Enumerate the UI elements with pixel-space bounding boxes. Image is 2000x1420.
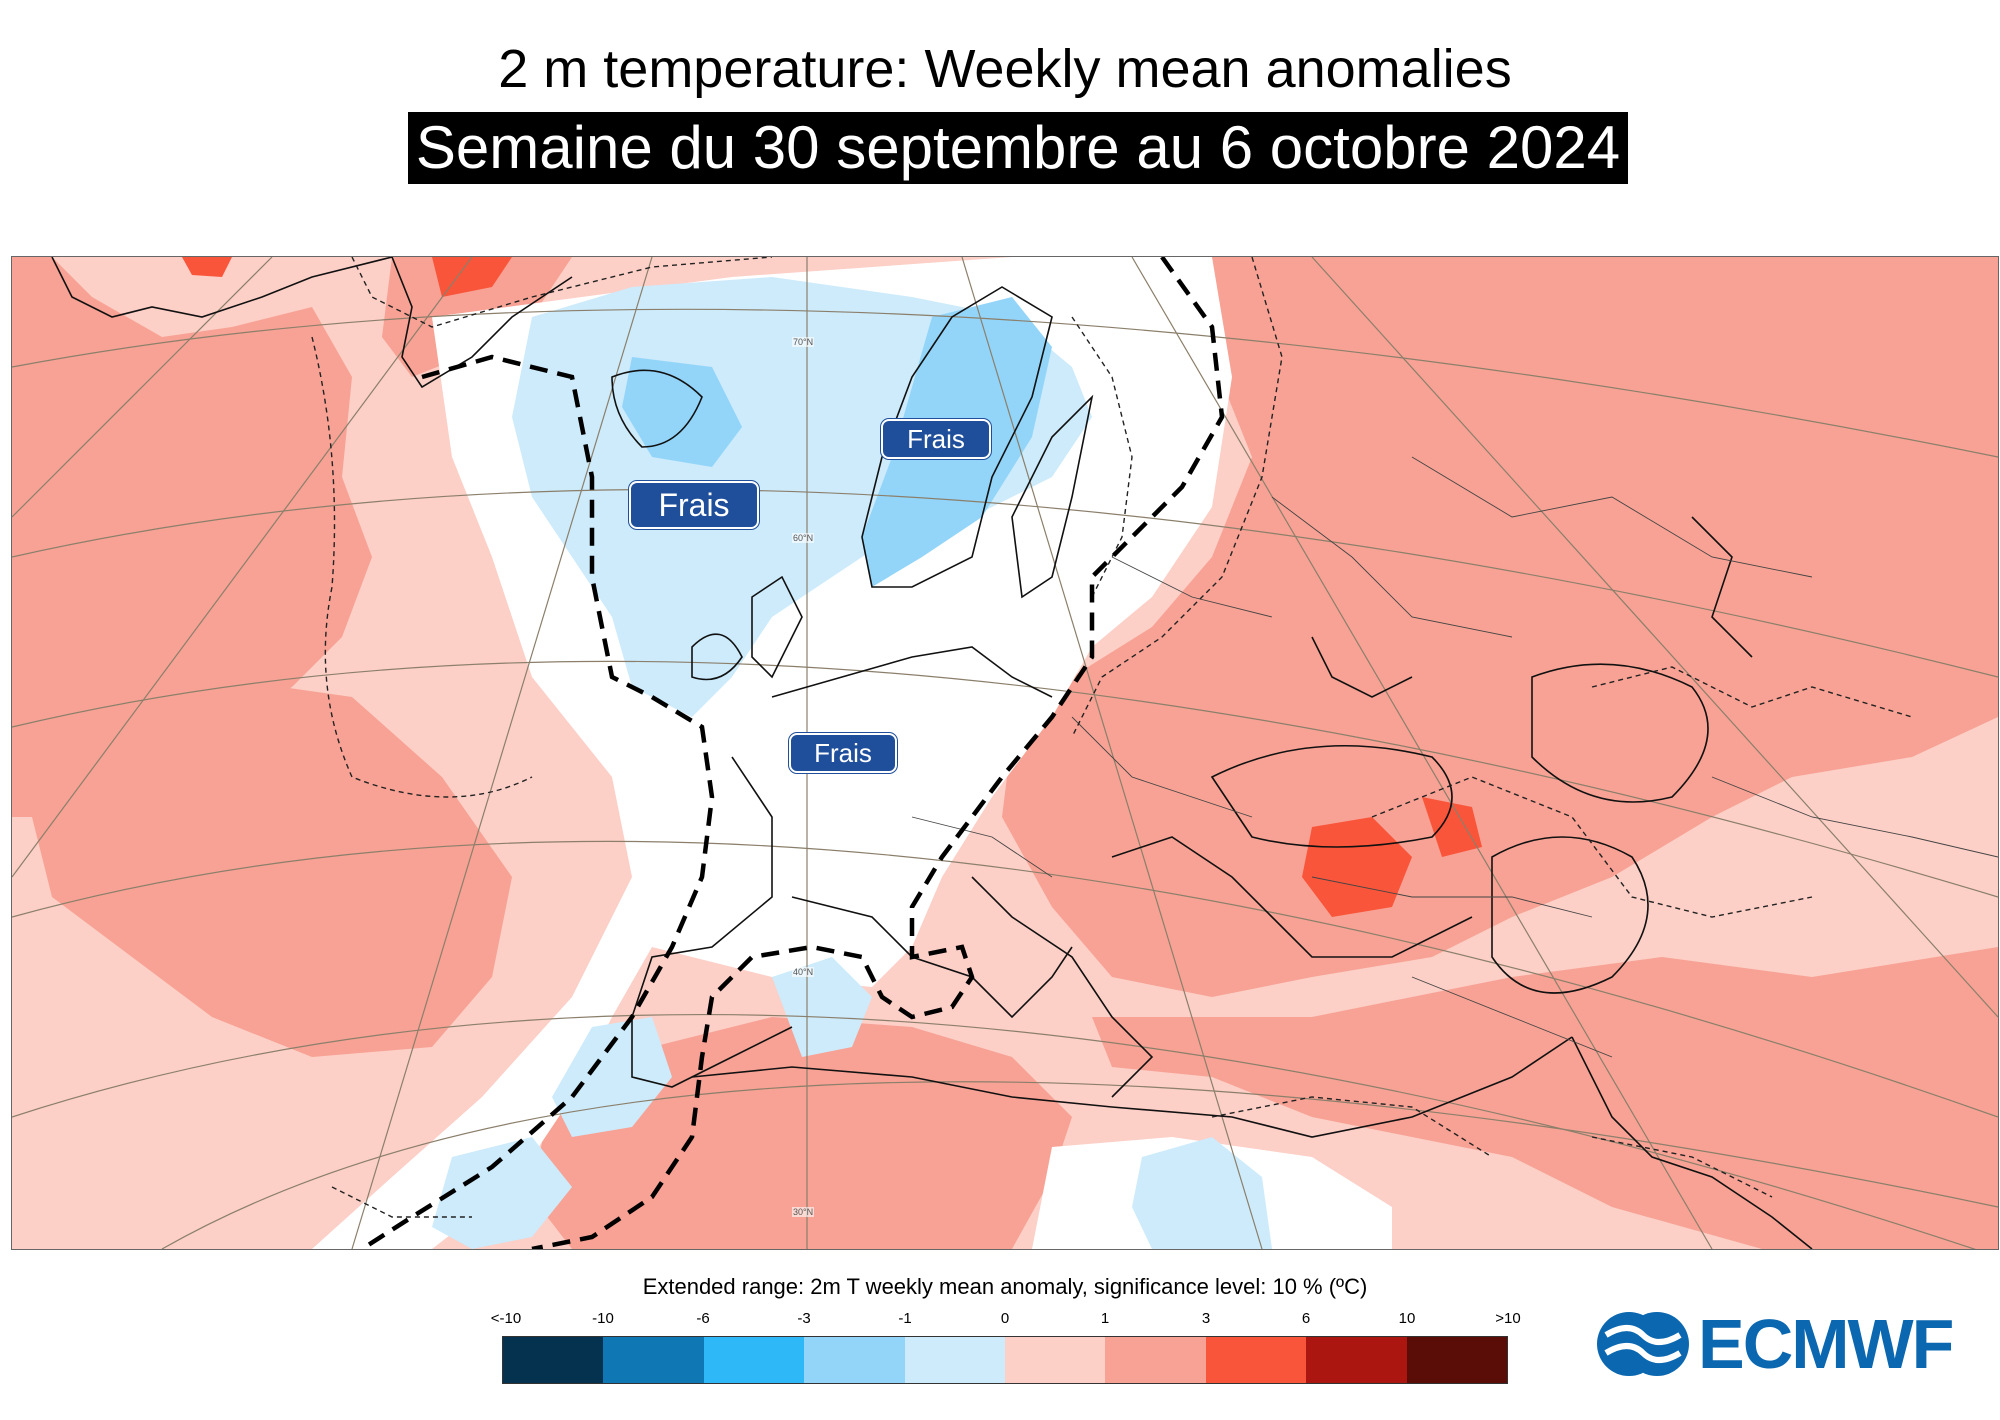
frais-label-scandinavia: Frais: [881, 419, 991, 459]
warm-area-atlantic-west: [12, 257, 372, 817]
warm-spot-turkey: [1302, 817, 1412, 917]
legend-swatch: [1205, 1337, 1307, 1383]
latitude-label-40n: 40°N: [792, 967, 815, 977]
anomaly-boundaries: [360, 257, 1225, 1249]
borders: [911, 456, 1998, 1058]
ecmwf-logo: ECMWF: [1596, 1304, 1976, 1384]
legend-swatch: [603, 1337, 704, 1383]
legend-swatch: [1406, 1337, 1508, 1383]
latitude-label-60n: 60°N: [792, 533, 815, 543]
warm-area-atlantic-south: [32, 677, 512, 1057]
warm-area-east-europe: [1002, 257, 1998, 997]
cool-area-canaries: [432, 1137, 572, 1249]
warm-spot-greenland-2: [432, 257, 512, 297]
legend-tick: -3: [797, 1310, 811, 1327]
legend-title: Extended range: 2m T weekly mean anomaly…: [642, 1274, 1368, 1299]
coastlines: [51, 257, 1813, 1249]
warm-spot-greenland: [182, 257, 232, 277]
latitude-label-30n: 30°N: [792, 1207, 815, 1217]
warm-spot-caucasus: [1422, 797, 1482, 857]
cool-area-iberia-coast: [552, 1017, 672, 1137]
cool-strong-area-faroe: [622, 357, 742, 467]
legend-swatch: [1105, 1337, 1206, 1383]
legend-tick: 0: [1000, 1310, 1010, 1327]
legend-tick: -6: [696, 1310, 710, 1327]
significance-contours: [311, 257, 1913, 1218]
warm-area-mediterranean-east: [1092, 947, 1998, 1249]
page-title: 2 m temperature: Weekly mean anomalies: [498, 39, 1512, 99]
cool-area-france-east: [772, 957, 872, 1057]
legend-tick: 10: [1398, 1310, 1416, 1327]
map-canvas: [12, 257, 1998, 1249]
latitude-label-70n: 70°N: [792, 337, 815, 347]
legend-swatch: [804, 1337, 905, 1383]
ecmwf-logo-text: ECMWF: [1698, 1305, 1954, 1383]
legend-swatch: [1306, 1337, 1407, 1383]
frais-label-france: Frais: [789, 733, 897, 773]
graticule: [12, 257, 1998, 1249]
subtitle-container: Semaine du 30 septembre au 6 octobre 202…: [0, 112, 2000, 184]
legend-color-bar: [502, 1336, 1508, 1384]
legend-tick: 3: [1201, 1310, 1211, 1327]
ecmwf-logo-icon: [1597, 1312, 1689, 1376]
legend-tick: 1: [1100, 1310, 1110, 1327]
legend-swatch: [703, 1337, 805, 1383]
legend-tick: -10: [592, 1310, 614, 1327]
legend-tick: 6: [1301, 1310, 1311, 1327]
frais-label-atlantic: Frais: [629, 481, 759, 529]
date-range-subtitle: Semaine du 30 septembre au 6 octobre 202…: [407, 112, 1629, 184]
legend-tick: >10: [1495, 1310, 1521, 1327]
legend-tick: -1: [898, 1310, 912, 1327]
legend-swatch: [904, 1337, 1006, 1383]
anomaly-map: 70°N 60°N 40°N 30°N Frais Frais Frais: [11, 256, 1999, 1250]
legend-tick: <-10: [490, 1310, 522, 1327]
legend-swatch: [1005, 1337, 1106, 1383]
legend-swatch: [503, 1337, 604, 1383]
